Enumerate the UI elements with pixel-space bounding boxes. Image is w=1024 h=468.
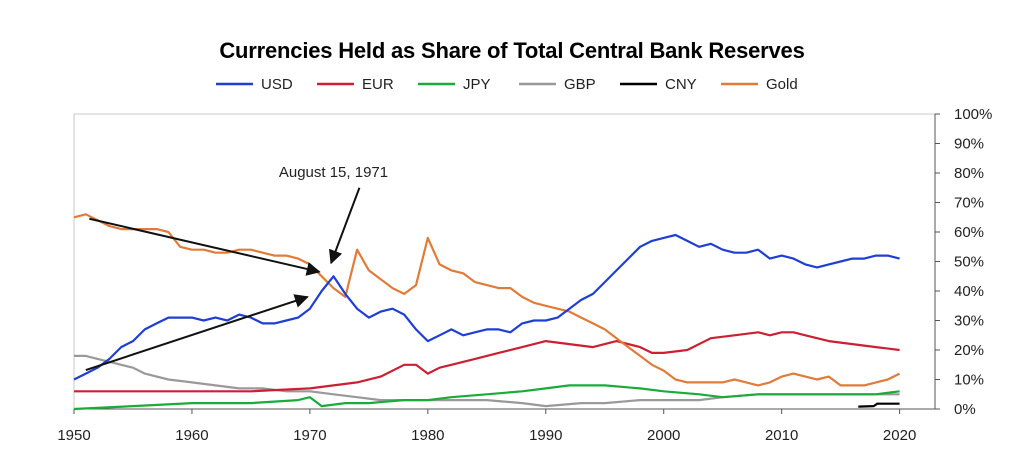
x-tick-label: 1990 — [529, 427, 562, 444]
series-line-eur — [74, 331, 900, 393]
x-tick-label: 1970 — [293, 427, 326, 444]
legend-label-cny: CNY — [665, 76, 697, 93]
legend-label-gbp: GBP — [564, 76, 596, 93]
series-line-gold — [73, 213, 901, 387]
y-tick-label: 20% — [954, 342, 984, 359]
plot-frame — [73, 113, 936, 410]
x-tick-label: 2000 — [647, 427, 680, 444]
y-tick-label: 0% — [954, 401, 976, 418]
series-line-cny — [858, 402, 900, 408]
chart-title: Currencies Held as Share of Total Centra… — [219, 38, 805, 63]
x-tick-label: 1960 — [175, 427, 208, 444]
series-line-usd — [73, 233, 900, 381]
x-tick-label: 2020 — [883, 427, 916, 444]
y-tick-label: 10% — [954, 372, 984, 389]
legend-label-eur: EUR — [362, 76, 394, 93]
legend-label-gold: Gold — [766, 76, 798, 93]
legend-label-usd: USD — [261, 76, 293, 93]
x-tick-label: 2010 — [765, 427, 798, 444]
y-tick-label: 40% — [954, 283, 984, 300]
annotation-arrow — [89, 217, 321, 276]
annotation-arrow — [329, 187, 361, 265]
legend-label-jpy: JPY — [463, 76, 491, 93]
x-tick-label: 1950 — [57, 427, 90, 444]
y-tick-label: 90% — [954, 136, 984, 153]
y-tick-label: 60% — [954, 224, 984, 241]
annotation-label: August 15, 1971 — [279, 164, 388, 181]
y-tick-label: 100% — [954, 106, 992, 123]
y-tick-label: 70% — [954, 195, 984, 212]
x-tick-label: 1980 — [411, 427, 444, 444]
annotation-arrow — [85, 294, 309, 372]
y-tick-label: 50% — [954, 254, 984, 271]
series-line-jpy — [73, 384, 900, 411]
y-tick-label: 80% — [954, 165, 984, 182]
y-tick-label: 30% — [954, 313, 984, 330]
series-line-gbp — [74, 354, 900, 408]
